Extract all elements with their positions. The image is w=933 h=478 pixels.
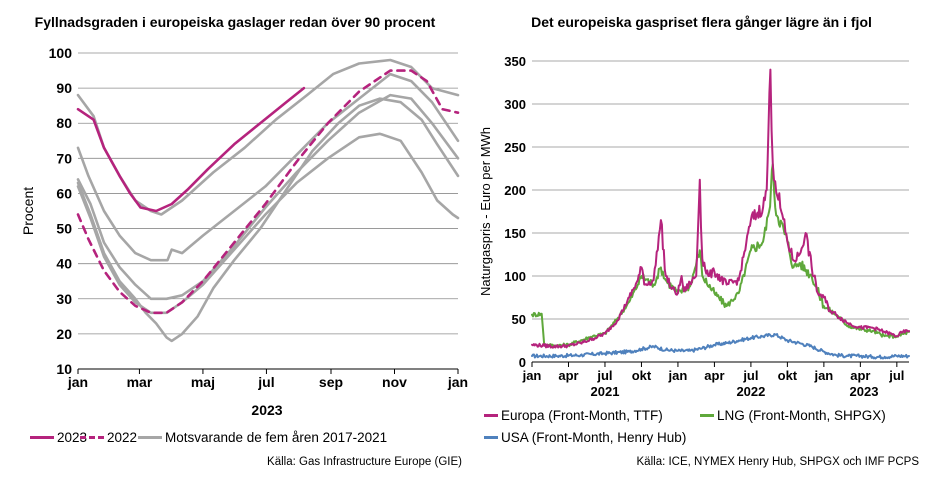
y-tick-label: 300 [504, 97, 526, 112]
legend-item-history: Motsvarande de fem åren 2017-2021 [138, 430, 387, 445]
x-tick-label: apr [558, 368, 578, 383]
right-chart-panel: Det europeiska gaspriset flera gånger lä… [470, 0, 933, 478]
series-line-motsvarande-de-fem-ren-2017-2021 [76, 132, 460, 315]
y-tick-label: 350 [504, 54, 526, 69]
legend-label-history: Motsvarande de fem åren 2017-2021 [165, 430, 388, 445]
series-line-europa-front-month-ttf [531, 68, 910, 349]
x-tick-label: jan [67, 374, 88, 390]
y-tick-label: 90 [56, 80, 72, 96]
legend-item-europa: Europa (Front-Month, TTF) [484, 408, 663, 423]
x-year-label: 2021 [591, 384, 620, 399]
legend-item-lng: LNG (Front-Month, SHPGX) [700, 408, 886, 423]
x-tick-label: nov [382, 374, 407, 390]
left-source: Källa: Gas Infrastructure Europe (GIE) [267, 456, 462, 468]
x-tick-label: jul [596, 368, 612, 383]
y-tick-label: 80 [56, 115, 72, 131]
y-tick-label: 40 [56, 256, 72, 272]
x-year-label: 2023 [850, 384, 879, 399]
y-tick-label: 20 [56, 326, 72, 342]
legend-label-europa: Europa (Front-Month, TTF) [501, 408, 663, 423]
series-line-motsvarande-de-fem-ren-2017-2021 [76, 58, 460, 216]
x-tick-label: apr [704, 368, 724, 383]
y-tick-label: 10 [56, 361, 72, 377]
x-tick-label: jul [742, 368, 758, 383]
legend-item-usa: USA (Front-Month, Henry Hub) [484, 430, 686, 445]
y-axis-label: Naturgaspris - Euro per MWh [478, 127, 493, 296]
x-tick-label: jul [888, 368, 904, 383]
x-tick-label: okt [632, 368, 652, 383]
y-tick-label: 200 [504, 183, 526, 198]
legend-item-2023: 2023 [30, 430, 87, 445]
y-tick-label: 150 [504, 226, 526, 241]
right-chart-title: Det europeiska gaspriset flera gånger lä… [531, 14, 872, 30]
x-year-label: 2022 [736, 384, 765, 399]
x-tick-label: jan [668, 368, 688, 383]
legend-label-lng: LNG (Front-Month, SHPGX) [717, 408, 886, 423]
x-tick-label: sep [319, 374, 343, 390]
y-tick-label: 30 [56, 291, 72, 307]
series-line-lng-front-month-shpgx [531, 163, 910, 349]
x-year-label: 2023 [251, 402, 282, 418]
y-tick-label: 100 [49, 45, 73, 61]
legend-label-2022: 2022 [107, 430, 138, 445]
x-tick-label: jan [447, 374, 468, 390]
left-chart-panel: Fyllnadsgraden i europeiska gaslager red… [20, 14, 468, 468]
series-line-motsvarande-de-fem-ren-2017-2021 [76, 97, 460, 343]
x-tick-label: jan [522, 368, 542, 383]
legend-label-2023: 2023 [57, 430, 88, 445]
x-tick-label: jul [257, 374, 274, 390]
legend-swatch-2023 [30, 436, 54, 439]
series-line-2023 [76, 86, 306, 213]
right-source: Källa: ICE, NYMEX Henry Hub, SHPGX och I… [636, 456, 919, 468]
y-tick-label: 60 [56, 185, 72, 201]
y-tick-label: 50 [512, 312, 526, 327]
legend-swatch-usa [484, 436, 498, 439]
series-line-2022 [76, 69, 460, 315]
y-axis-label: Procent [20, 187, 36, 235]
y-tick-label: 50 [56, 221, 72, 237]
x-tick-label: mar [127, 374, 153, 390]
x-tick-label: maj [191, 374, 215, 390]
y-tick-label: 250 [504, 140, 526, 155]
x-tick-label: okt [778, 368, 798, 383]
legend-swatch-2022 [80, 436, 104, 439]
series-line-usa-front-month-henry-hub [531, 333, 910, 360]
x-tick-label: apr [850, 368, 870, 383]
y-tick-label: 70 [56, 150, 72, 166]
x-tick-label: jan [813, 368, 833, 383]
legend-item-2022: 2022 [80, 430, 137, 445]
y-tick-label: 0 [519, 355, 526, 370]
y-tick-label: 100 [504, 269, 526, 284]
left-chart-svg: 10 20 30 40 50 60 70 80 90 100 jan mar maj jul sep nov j… [20, 45, 468, 418]
legend-swatch-europa [484, 414, 498, 417]
legend-swatch-history [138, 436, 162, 439]
legend-label-usa: USA (Front-Month, Henry Hub) [501, 430, 687, 445]
left-chart-title: Fyllnadsgraden i europeiska gaslager red… [34, 14, 436, 30]
legend-swatch-lng [700, 414, 714, 417]
series-line-motsvarande-de-fem-ren-2017-2021 [76, 72, 460, 262]
